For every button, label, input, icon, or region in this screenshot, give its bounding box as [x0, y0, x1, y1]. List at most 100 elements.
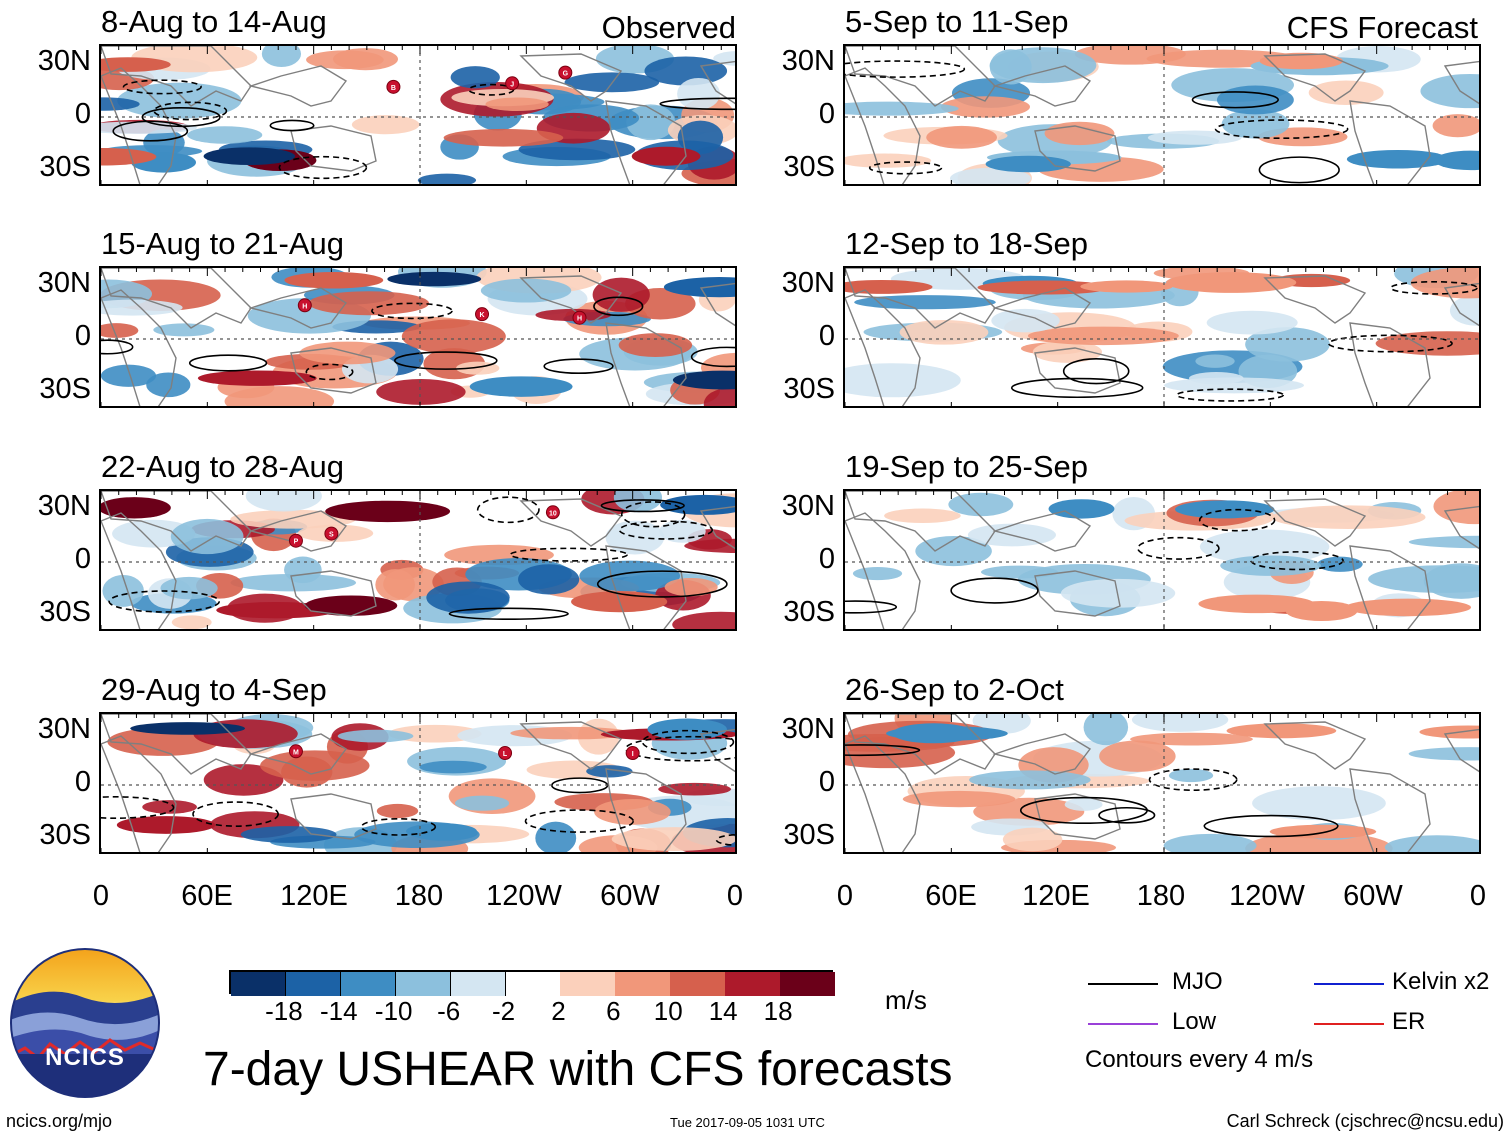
mjo-contour [659, 97, 735, 111]
shear-anomaly-core [886, 726, 1008, 741]
shear-anomaly-patch [187, 126, 263, 144]
shear-anomaly-patch [1163, 833, 1257, 852]
shear-anomaly-patch [1216, 85, 1294, 115]
shear-anomaly-patch [1375, 331, 1479, 356]
lat-tick-label: 30S [783, 596, 835, 629]
coastline [699, 728, 735, 773]
shear-anomaly-patch [401, 319, 506, 354]
lat-tick-label: 30S [39, 373, 91, 406]
logo-text: NCICS [45, 1044, 125, 1071]
main-title: 7-day USHEAR with CFS forecasts [203, 1043, 953, 1096]
mjo-contour [1327, 334, 1453, 353]
lon-tick-label: 60W [1343, 880, 1403, 912]
footer-left[interactable]: ncics.org/mjo [6, 1111, 113, 1131]
mjo-contour [543, 358, 614, 375]
shear-anomaly-patch [170, 518, 244, 555]
storm-marker: I [625, 746, 640, 761]
mjo-contour [101, 339, 134, 355]
shear-anomaly-patch [1002, 827, 1063, 852]
coastline [248, 287, 348, 329]
panel-title: 26-Sep to 2-Oct [845, 672, 1064, 707]
shear-anomaly-patch [485, 97, 549, 111]
shear-anomaly-core [101, 147, 157, 166]
shear-anomaly-patch [579, 560, 681, 592]
colorbar-swatch [340, 972, 397, 996]
shear-anomaly-patch [417, 173, 477, 184]
colorbar-swatch [670, 972, 726, 996]
lat-tick-label: 30S [39, 596, 91, 629]
shear-anomaly-core [845, 280, 933, 294]
shear-anomaly-patch [160, 576, 218, 600]
mjo-contour [305, 363, 354, 381]
coastline [101, 268, 252, 329]
shear-anomaly-patch [592, 277, 650, 312]
shear-anomaly-patch [948, 492, 1014, 517]
lon-tick-label: 60W [600, 880, 660, 912]
shear-anomaly-core [130, 722, 246, 735]
storm-marker: P [288, 533, 303, 548]
lon-tick-label: 180 [1136, 880, 1186, 912]
colorbar-tick-label: -2 [491, 996, 516, 1026]
shear-anomaly-patch [230, 509, 356, 529]
shear-map [845, 46, 1479, 184]
lat-tick-label: 0 [818, 98, 835, 130]
storm-marker: S [324, 526, 339, 541]
colorbar-swatch [395, 972, 452, 996]
shear-anomaly-patch [703, 387, 735, 406]
shear-anomaly-patch [672, 611, 735, 629]
storm-marker: H [572, 310, 587, 325]
shear-anomaly-core [325, 500, 451, 523]
mjo-contour [1010, 377, 1144, 399]
shear-map: B J G [101, 46, 735, 184]
map-panel [843, 44, 1481, 186]
coastline [845, 735, 921, 852]
lat-tick-label: 30S [783, 373, 835, 406]
map-panel [843, 712, 1481, 854]
coastline [1349, 768, 1431, 852]
coastline [845, 714, 996, 775]
shear-anomaly-patch [1083, 714, 1129, 746]
lat-tick-label: 0 [74, 543, 91, 575]
coastline [1443, 505, 1479, 550]
mjo-contour [1062, 357, 1130, 385]
storm-marker: H [297, 298, 312, 313]
shear-map [845, 491, 1479, 629]
lat-tick-label: 30N [37, 266, 91, 299]
coastline [992, 733, 1092, 775]
shear-anomaly-core [284, 272, 384, 289]
mjo-contour [278, 155, 368, 180]
coastline [1349, 545, 1431, 629]
footer-credit: Carl Schreck (cjschrec@ncsu.edu) [1226, 1111, 1504, 1131]
shear-map: H K H [101, 268, 735, 406]
coastline [845, 289, 921, 406]
colorbar-tick-label: -6 [437, 996, 461, 1026]
shear-anomaly-patch [1195, 354, 1235, 368]
shear-anomaly-patch [376, 379, 466, 405]
shear-anomaly-patch [510, 726, 633, 740]
shear-anomaly-patch [1131, 714, 1229, 732]
colorbar-swatch [780, 972, 836, 996]
mjo-contour [269, 119, 315, 132]
shear-anomaly-patch [1099, 740, 1176, 772]
lat-tick-label: 0 [818, 766, 835, 798]
shear-anomaly-core [631, 146, 701, 166]
coastline [519, 53, 623, 102]
shear-anomaly-patch [426, 581, 510, 614]
lat-tick-label: 0 [818, 543, 835, 575]
shear-anomaly-patch [337, 729, 414, 743]
legend-line [1088, 983, 1158, 985]
colorbar-swatch [285, 972, 342, 996]
lon-tick-label: 0 [836, 880, 854, 912]
colorbar-tick-label: 10 [653, 996, 683, 1026]
colorbar-swatch [505, 972, 561, 996]
coastline [101, 512, 177, 629]
mjo-contour [1191, 91, 1279, 109]
shear-anomaly-patch [351, 115, 420, 135]
lon-tick-label: 120W [1229, 880, 1305, 912]
shear-anomaly-patch [1245, 327, 1330, 362]
lat-tick-label: 30S [783, 819, 835, 852]
shear-anomaly-patch [101, 299, 183, 316]
mjo-contour [1198, 508, 1276, 532]
coastline [1034, 347, 1121, 394]
